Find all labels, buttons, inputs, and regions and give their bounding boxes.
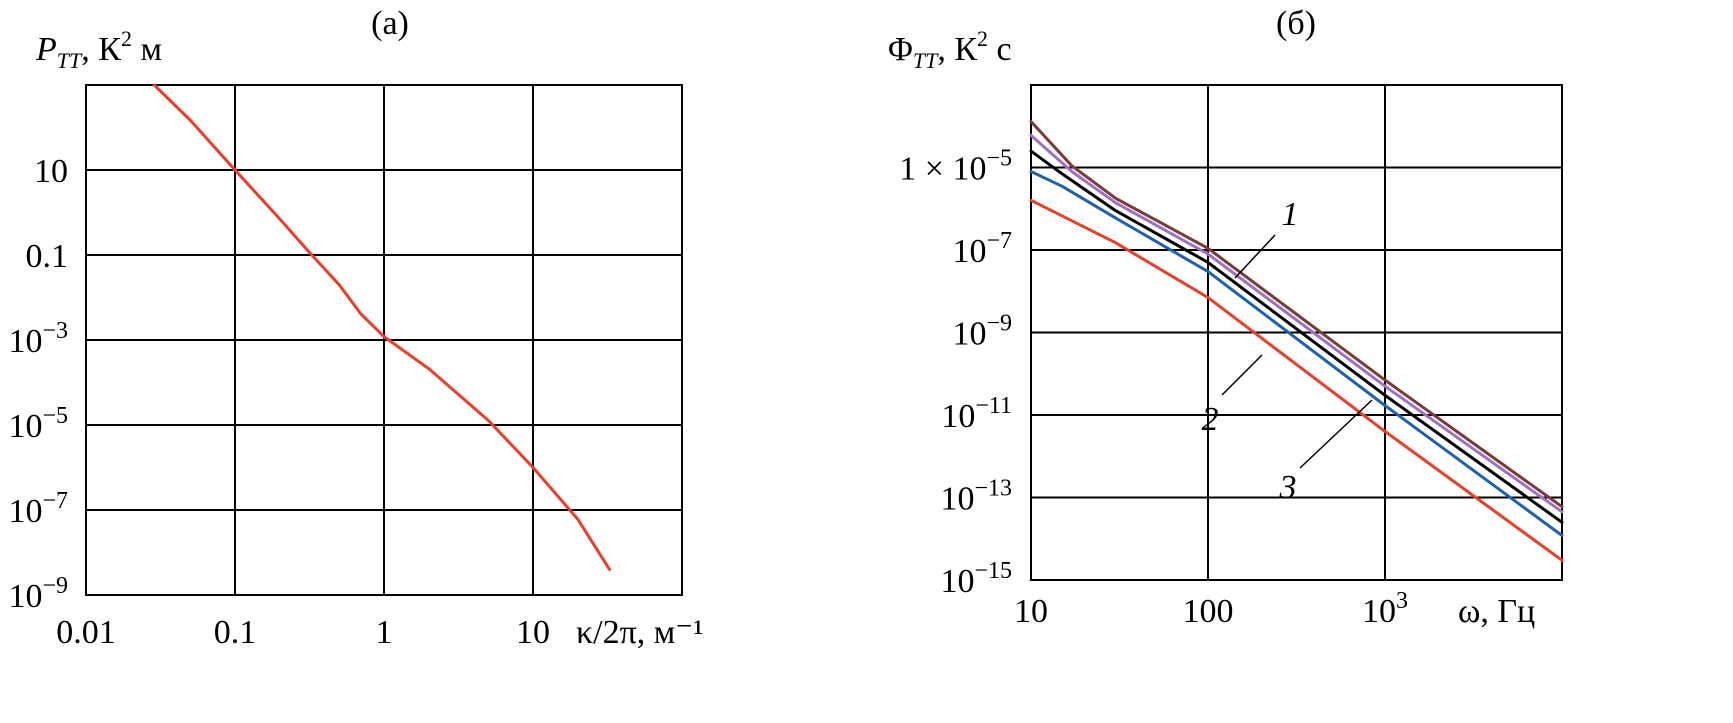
- panel-b-spectrum-curve-1: [1029, 120, 1564, 509]
- panel-b-x-tick-label: 103: [1362, 588, 1408, 630]
- panel-a-x-tick-label: 0.1: [214, 614, 257, 651]
- panel-b-curve-leader-line: [1299, 399, 1373, 469]
- panel-b-y-tick-label: 1 × 10−5: [899, 146, 1012, 188]
- panel-b-x-tick-labels: 10 100 103: [1014, 588, 1408, 630]
- panel-a-y-tick-label: 10: [34, 153, 68, 190]
- panel-b-curve-annotations: 1 2 3: [1202, 196, 1373, 506]
- panel-a-y-axis-title: PTT, К2 м: [35, 26, 162, 73]
- panel-a-label: (а): [371, 5, 409, 42]
- panel-a-x-tick-label: 10: [516, 614, 550, 651]
- panel-a-y-tick-labels: 10−9 10−7 10−5 10−3 0.1 10: [8, 153, 68, 615]
- panel-b-y-tick-label: 10−7: [952, 228, 1012, 270]
- panel-a-spectrum-curve: [152, 83, 611, 571]
- panel-a-x-tick-labels: 0.01 0.1 1 10: [56, 614, 550, 651]
- panel-b-series: [1029, 120, 1564, 562]
- panel-b-spectrum-curve-5: [1029, 198, 1564, 562]
- panel-a-x-axis-title: κ/2π, м⁻¹: [576, 614, 703, 651]
- panel-b-gridlines: [1031, 85, 1562, 580]
- panel-b-curve-leader-line: [1234, 234, 1276, 279]
- panel-a-y-tick-label: 0.1: [26, 238, 69, 275]
- panel-b-curve-number-label: 3: [1279, 469, 1297, 506]
- panel-b-curve-leader-line: [1221, 354, 1263, 396]
- panel-b-curve-number-label: 2: [1202, 401, 1219, 438]
- panel-b-y-axis-title: ΦTT, К2 с: [888, 26, 1012, 73]
- panel-b-y-tick-label: 10−15: [940, 558, 1012, 600]
- panel-b-y-tick-labels: 10−15 10−13 10−11 10−9 10−7 1 × 10−5: [899, 146, 1012, 601]
- panel-b-spectrum-curve-2: [1029, 133, 1564, 514]
- panel-b-label: (б): [1276, 5, 1316, 42]
- panel-b-spectrum-curve-3: [1029, 149, 1564, 524]
- panel-a-power-spectrum: (а) PTT, К2 м 10−9 10−7 10−5 10−3 0.1 10 0.01…: [8, 5, 703, 651]
- panel-a-series: [152, 83, 611, 571]
- panel-b-x-axis-title: ω, Гц: [1458, 593, 1535, 630]
- panel-b-x-tick-label: 10: [1014, 593, 1048, 630]
- panel-b-y-tick-label: 10−9: [952, 311, 1012, 353]
- panel-a-y-tick-label: 10−5: [8, 403, 68, 445]
- panel-a-y-tick-label: 10−3: [8, 318, 68, 360]
- panel-b-y-tick-label: 10−11: [941, 393, 1012, 435]
- panel-a-y-tick-label: 10−7: [8, 488, 68, 530]
- panel-b-spectrum-curve-4: [1029, 170, 1564, 537]
- panel-b-x-tick-label: 100: [1183, 593, 1234, 630]
- panel-a-x-tick-label: 1: [376, 614, 393, 651]
- panel-b-y-tick-label: 10−13: [940, 476, 1012, 518]
- panel-a-y-tick-label: 10−9: [8, 573, 68, 615]
- panel-b-curve-number-label: 1: [1282, 196, 1299, 233]
- panel-a-x-tick-label: 0.01: [56, 614, 116, 651]
- panel-b-frequency-spectrum: (б) ΦTT, К2 с 123 10−1510−1310−1110−910−…: [888, 5, 1564, 630]
